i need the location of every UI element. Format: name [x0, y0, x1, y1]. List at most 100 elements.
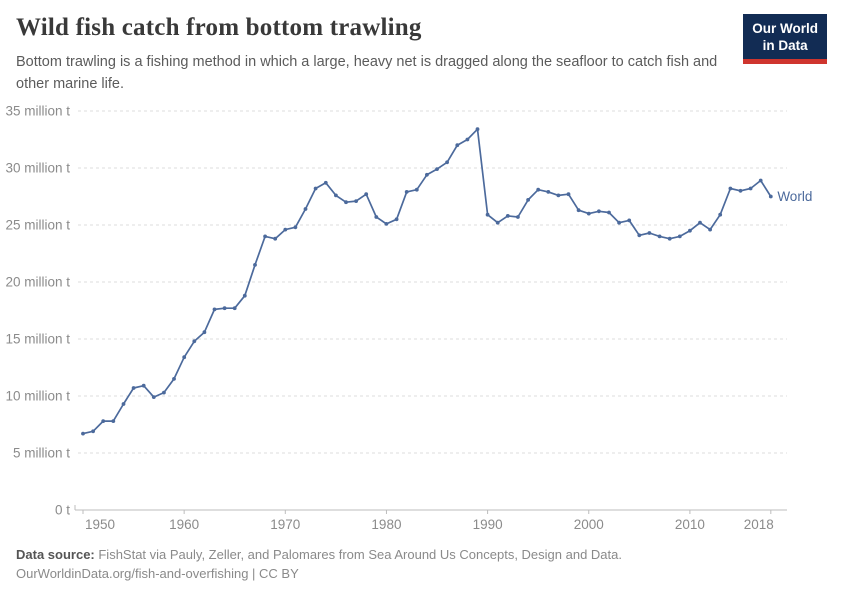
data-point-marker [576, 208, 581, 213]
data-point-marker [597, 209, 601, 214]
data-point-marker [617, 220, 621, 225]
data-point-marker [172, 377, 176, 381]
y-axis-tick-label: 35 million t [5, 104, 70, 119]
data-point-marker [111, 419, 116, 423]
x-axis-tick-label: 1980 [371, 517, 401, 532]
data-point-marker [192, 339, 197, 344]
data-point-marker [607, 210, 611, 215]
data-point-marker [253, 263, 257, 267]
data-point-marker [708, 227, 712, 232]
data-point-marker [475, 127, 480, 132]
license-line: OurWorldinData.org/fish-and-overfishing … [16, 564, 622, 583]
data-point-marker [384, 222, 389, 226]
footer-url-link[interactable]: OurWorldinData.org/fish-and-overfishing [16, 566, 249, 581]
data-point-marker [151, 395, 156, 399]
data-point-marker [283, 227, 288, 232]
x-axis-tick-label: 1990 [473, 517, 503, 532]
data-point-marker [222, 306, 227, 311]
data-point-marker [162, 390, 166, 395]
data-point-marker [364, 192, 369, 197]
data-point-marker [546, 190, 551, 194]
y-axis-tick-label: 5 million t [13, 446, 70, 461]
data-point-marker [414, 187, 419, 192]
data-point-marker [455, 143, 460, 148]
data-point-marker [91, 429, 95, 434]
data-point-marker [242, 293, 247, 298]
data-point-marker [212, 307, 217, 312]
data-point-marker [435, 167, 439, 172]
data-point-marker [404, 190, 409, 194]
x-axis-tick-label: 2010 [675, 517, 705, 532]
owid-logo[interactable]: Our World in Data [743, 14, 827, 64]
data-point-marker [748, 186, 753, 191]
data-point-marker [334, 193, 338, 198]
data-point-marker [505, 214, 510, 218]
data-point-marker [374, 215, 379, 219]
data-point-marker [768, 194, 773, 199]
data-point-marker [526, 198, 530, 202]
data-point-marker [182, 355, 187, 360]
x-axis-tick-label: 1960 [169, 517, 199, 532]
x-axis-tick-label: 2000 [574, 517, 604, 532]
data-point-marker [101, 419, 106, 423]
source-line: Data source: FishStat via Pauly, Zeller,… [16, 545, 622, 564]
data-point-marker [495, 220, 500, 225]
data-point-marker [516, 215, 520, 219]
data-point-marker [627, 218, 632, 223]
data-point-marker [677, 234, 682, 239]
data-point-marker [586, 211, 591, 216]
data-point-marker [657, 234, 662, 239]
data-point-marker [141, 383, 146, 388]
data-point-marker [556, 193, 561, 198]
data-point-marker [445, 160, 449, 165]
data-point-marker [688, 228, 692, 233]
data-point-marker [758, 178, 763, 183]
data-point-marker [465, 137, 470, 142]
data-point-marker [232, 306, 237, 311]
page-title: Wild fish catch from bottom trawling [16, 14, 422, 41]
data-point-marker [667, 236, 672, 241]
data-point-marker [121, 402, 126, 406]
data-point-marker [728, 186, 733, 191]
license-text: | CC BY [248, 566, 299, 581]
data-point-marker [81, 431, 85, 436]
chart-header: Wild fish catch from bottom trawling Bot… [16, 14, 834, 95]
data-point-marker [323, 180, 328, 185]
x-axis-tick-label: 1970 [270, 517, 300, 532]
data-point-marker [263, 234, 267, 239]
data-point-marker [485, 212, 490, 217]
data-point-marker [273, 236, 278, 241]
source-label: Data source: [16, 547, 95, 562]
data-point-marker [738, 188, 743, 193]
data-point-marker [698, 220, 702, 225]
y-axis-tick-label: 10 million t [5, 389, 70, 404]
y-axis-tick-label: 15 million t [5, 332, 70, 347]
x-axis-tick-label: 1950 [85, 517, 115, 532]
chart-subtitle: Bottom trawling is a fishing method in w… [16, 54, 718, 92]
x-axis-tick-label: 2018 [744, 517, 774, 532]
data-point-marker [303, 207, 308, 211]
logo-line-2: in Data [762, 38, 808, 53]
data-point-marker [313, 186, 318, 191]
data-point-marker [566, 192, 571, 197]
data-point-marker [425, 172, 429, 177]
chart-footer: Data source: FishStat via Pauly, Zeller,… [16, 545, 622, 583]
data-point-marker [718, 212, 723, 217]
y-axis-tick-label: 0 t [55, 503, 70, 518]
data-point-marker [131, 386, 136, 390]
data-point-marker [354, 199, 358, 204]
data-point-marker [202, 330, 207, 335]
y-axis-tick-label: 25 million t [5, 218, 70, 233]
data-point-marker [536, 187, 541, 192]
logo-line-1: Our World [752, 21, 818, 36]
data-point-marker [637, 233, 642, 238]
data-point-marker [293, 225, 298, 230]
source-text: FishStat via Pauly, Zeller, and Palomare… [94, 547, 622, 562]
y-axis-tick-label: 30 million t [5, 161, 70, 176]
data-point-marker [647, 231, 652, 235]
series-label-world: World [777, 189, 812, 204]
data-point-marker [394, 217, 399, 222]
data-point-marker [344, 200, 348, 205]
